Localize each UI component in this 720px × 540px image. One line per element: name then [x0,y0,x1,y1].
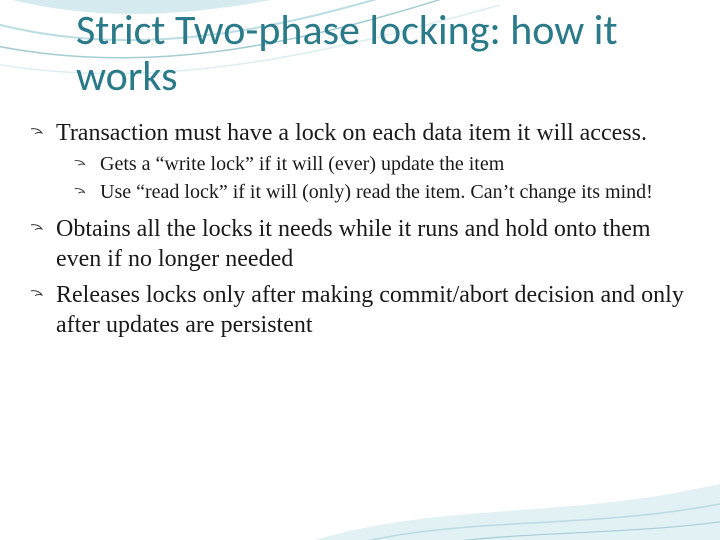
slide-content: Strict Two-phase locking: how it works T… [0,0,720,540]
bullet-list: Transaction must have a lock on each dat… [28,118,692,339]
sub-bullet-item: Use “read lock” if it will (only) read t… [74,180,692,206]
slide-title: Strict Two-phase locking: how it works [28,0,692,118]
sub-bullet-list: Gets a “write lock” if it will (ever) up… [56,152,692,205]
bullet-item: Releases locks only after making commit/… [28,280,692,340]
bullet-text: Obtains all the locks it needs while it … [56,216,651,272]
bullet-item: Transaction must have a lock on each dat… [28,118,692,205]
bullet-text: Transaction must have a lock on each dat… [56,120,647,146]
bullet-text: Releases locks only after making commit/… [56,282,684,338]
bullet-item: Obtains all the locks it needs while it … [28,214,692,274]
sub-bullet-item: Gets a “write lock” if it will (ever) up… [74,152,692,178]
